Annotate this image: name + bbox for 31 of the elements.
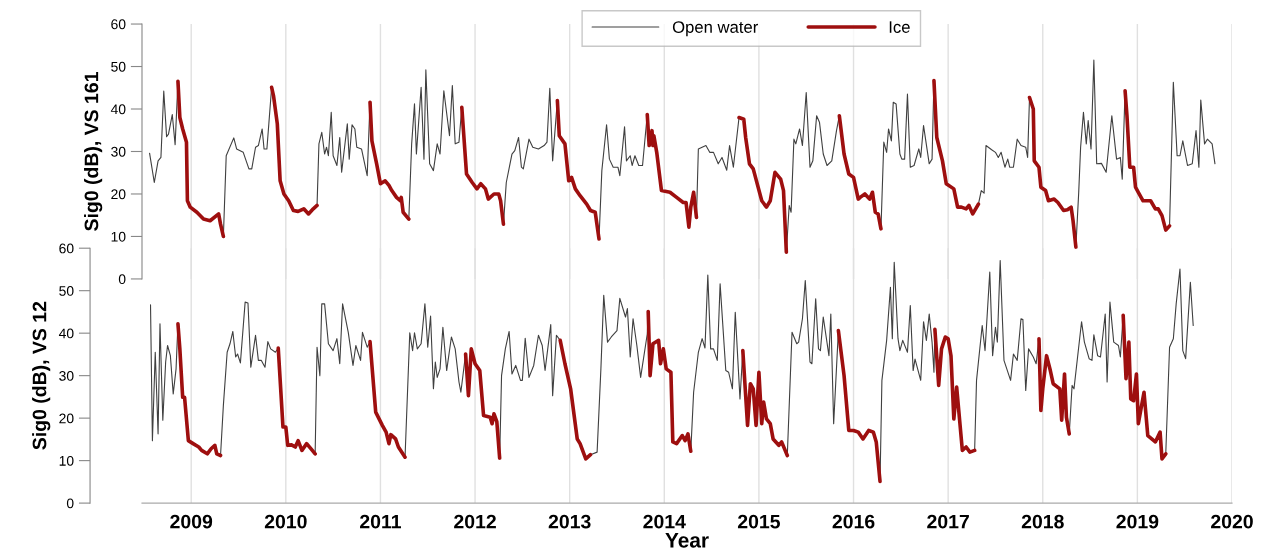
y-tick-label: 10 [111,231,126,242]
y-tick-label: 40 [110,104,126,115]
y-tick-label: 0 [118,274,126,285]
legend-label: Ice [889,21,910,33]
x-tick-label: 2020 [1211,514,1253,529]
y-tick-label: 60 [111,19,126,30]
y-tick-label: 30 [59,370,74,381]
y-tick-label: 0 [66,498,74,509]
x-tick-label: 2014 [643,514,686,529]
y-tick-label: 40 [58,328,74,339]
x-tick-label: 2013 [548,514,591,529]
y-tick-label: 10 [59,455,74,466]
x-tick-label: 2018 [1021,514,1064,529]
x-tick-label: 2019 [1116,514,1159,529]
x-tick-label: 2011 [360,514,401,529]
x-tick-label: 2010 [264,514,307,529]
x-tick-label: 2009 [170,514,213,529]
y-tick-label: 20 [111,189,126,200]
x-tick-label: 2016 [832,514,875,529]
x-tick-label: 2015 [737,514,780,529]
y-tick-label: 20 [59,413,74,424]
legend-label: Open water [672,21,758,37]
x-tick-label: 2017 [927,514,969,529]
y-tick-label: 60 [59,243,74,254]
y-tick-label: 30 [111,146,126,157]
y-tick-label: 50 [111,61,126,72]
y-axis-title: Sig0 (dB), VS 161 [84,72,103,231]
y-axis-title: Sig0 (dB), VS 12 [32,301,51,450]
x-tick-label: 2012 [454,514,496,529]
y-tick-label: 50 [59,286,74,296]
x-axis-title: Year [665,533,709,548]
